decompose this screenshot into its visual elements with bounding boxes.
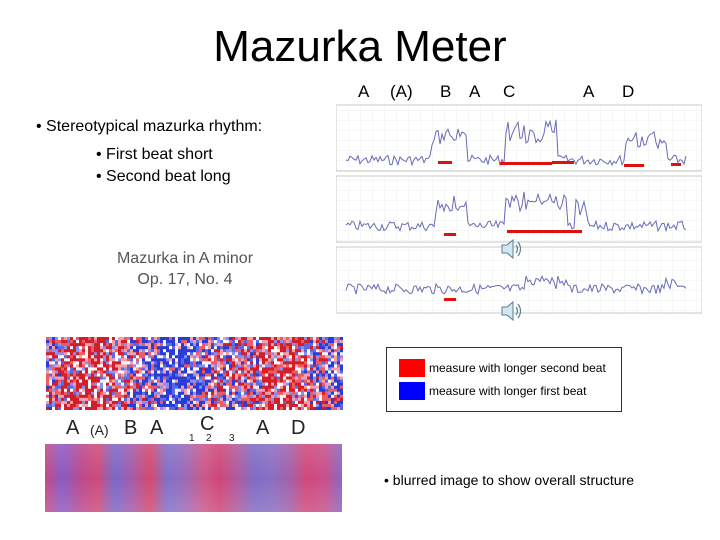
legend: measure with longer second beat measure … [386, 347, 622, 412]
speaker-icon[interactable] [500, 300, 524, 322]
plot-panel [336, 104, 702, 172]
long-second-beat-marker [671, 163, 681, 166]
matrix-label-a-repeat: (A) [90, 422, 109, 438]
legend-swatch-blue [399, 382, 425, 400]
tempo-trace [345, 191, 687, 233]
long-second-beat-marker [444, 298, 456, 301]
legend-label: measure with longer first beat [429, 384, 587, 398]
piece-opus: Op. 17, No. 4 [137, 271, 233, 288]
tempo-plots-svg [336, 104, 702, 314]
matrix-label-d: D [291, 417, 306, 439]
section-label-b: B [440, 82, 452, 101]
section-label-a-3: A [583, 82, 595, 101]
legend-item-longer-first-beat: measure with longer first beat [399, 382, 586, 400]
matrix-label-a-2: A [150, 417, 164, 439]
section-label-a-repeat: (A) [390, 82, 413, 101]
bullet-rhythm: • Stereotypical mazurka rhythm: [36, 118, 263, 135]
long-second-beat-marker [552, 161, 574, 164]
slide-title: Mazurka Meter [213, 22, 507, 71]
legend-label: measure with longer second beat [429, 361, 606, 375]
bullet-second-beat: • Second beat long [96, 168, 231, 185]
beat-number-3: 3 [229, 433, 235, 444]
beat-duration-matrix [46, 337, 343, 410]
plot-panel [336, 246, 702, 314]
long-second-beat-marker [507, 230, 582, 233]
matrix-label-a-3: A [256, 417, 270, 439]
speaker-icon[interactable] [500, 238, 524, 260]
blurred-note: • blurred image to show overall structur… [384, 472, 635, 488]
legend-swatch-red [399, 359, 425, 377]
tempo-trace [345, 274, 687, 296]
legend-item-longer-second-beat: measure with longer second beat [399, 359, 606, 377]
section-label-a: A [358, 82, 370, 101]
blurred-structure-image [45, 444, 342, 512]
matrix-label-c: C [200, 413, 215, 435]
long-second-beat-marker [624, 164, 644, 167]
tempo-plots [336, 100, 702, 316]
section-label-c: C [503, 82, 516, 101]
long-second-beat-marker [438, 161, 452, 164]
matrix-label-a: A [66, 417, 80, 439]
bullet-first-beat: • First beat short [96, 146, 213, 163]
long-second-beat-marker [500, 162, 552, 165]
section-label-d: D [622, 82, 635, 101]
tempo-trace [345, 119, 687, 167]
beat-number-1: 1 [189, 433, 195, 444]
piece-title: Mazurka in A minor [116, 250, 254, 267]
long-second-beat-marker [444, 233, 456, 236]
section-label-a-2: A [469, 82, 481, 101]
matrix-label-b: B [124, 417, 138, 439]
beat-number-2: 2 [206, 433, 212, 444]
